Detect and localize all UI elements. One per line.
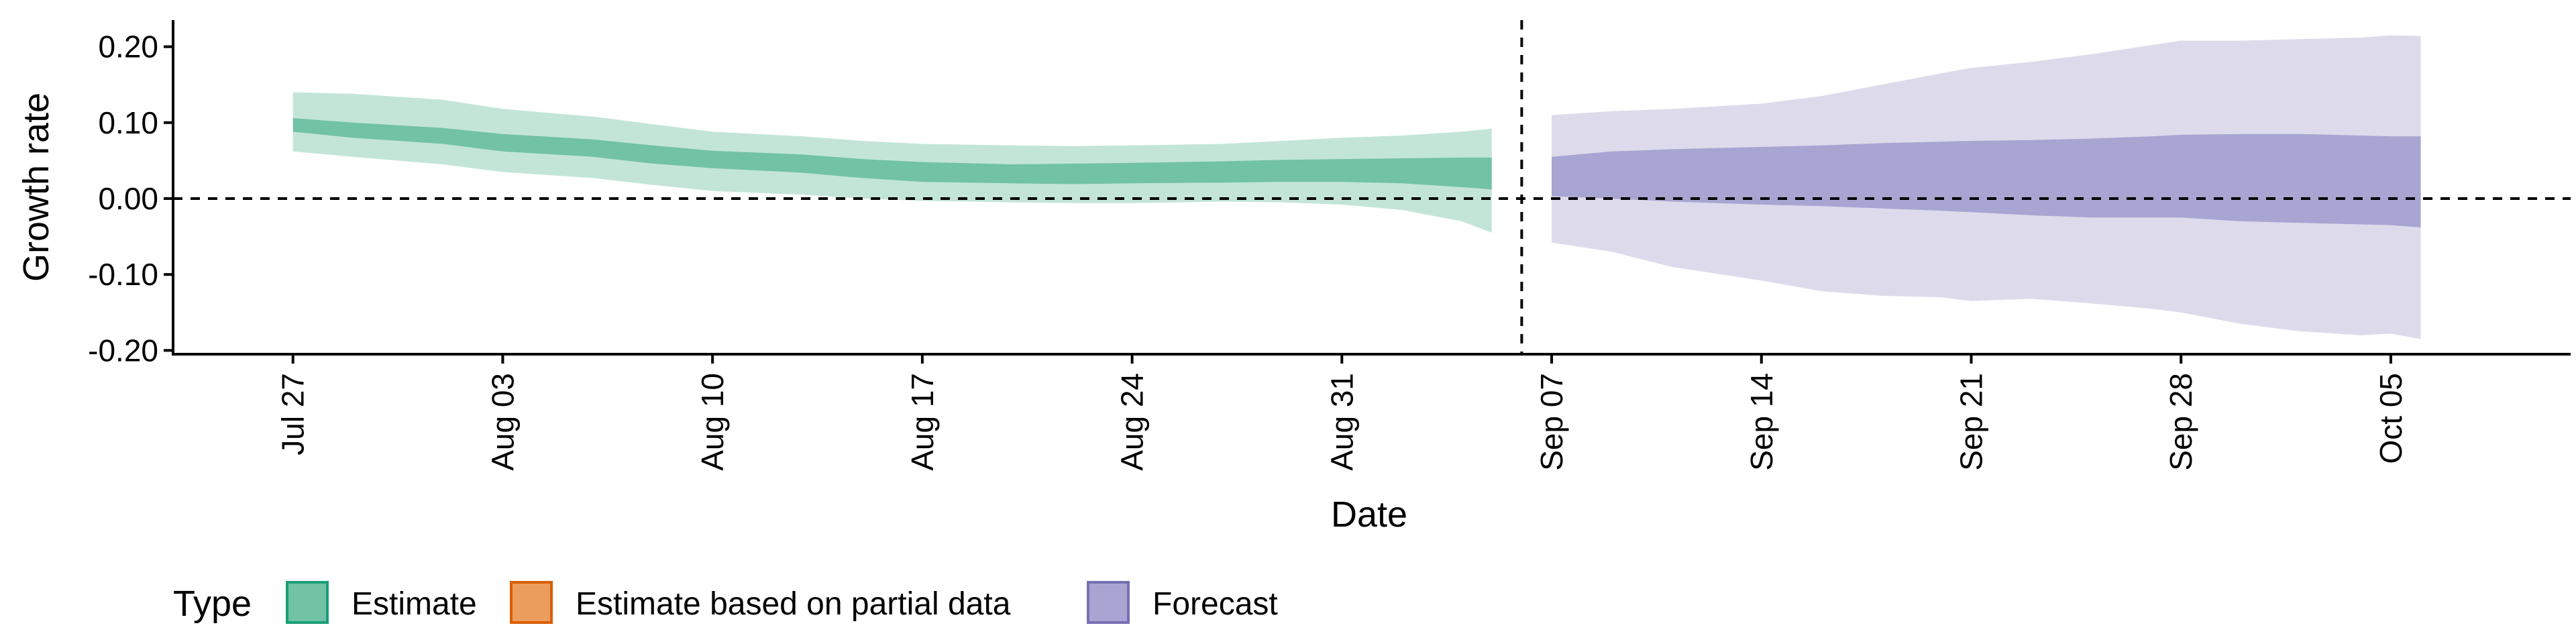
legend-label: Estimate — [352, 586, 477, 622]
legend-label: Estimate based on partial data — [576, 586, 1011, 622]
reference-lines — [173, 20, 2571, 354]
y-tick-label: 0.10 — [98, 105, 158, 140]
x-tick-label: Sep 21 — [1954, 373, 1989, 471]
x-tick-label: Aug 31 — [1324, 373, 1359, 471]
x-tick-label: Sep 28 — [2163, 373, 2198, 471]
x-tick-label: Aug 03 — [485, 373, 520, 471]
x-axis-title: Date — [1331, 494, 1407, 535]
x-tick-label: Oct 05 — [2373, 373, 2408, 464]
legend-key — [510, 581, 553, 624]
x-tick-label: Sep 07 — [1534, 373, 1569, 471]
y-tick-label: -0.20 — [88, 333, 158, 368]
y-tick-label: 0.20 — [98, 30, 158, 64]
legend-key — [286, 581, 329, 624]
x-tick-label: Jul 27 — [276, 373, 311, 455]
x-tick-label: Sep 14 — [1744, 373, 1779, 471]
axes: 0.20 0.10 0.00 -0.10 -0.20 Jul 27 Aug 03 Aug 10… — [88, 20, 2571, 471]
x-tick-label: Aug 24 — [1115, 373, 1150, 471]
x-tick-label: Aug 10 — [695, 373, 730, 471]
estimate-inner-band — [292, 118, 1492, 190]
y-axis-title: Growth rate — [16, 93, 56, 282]
y-tick-label: 0.00 — [98, 181, 158, 216]
x-tick-label: Aug 17 — [905, 373, 940, 471]
legend-key — [1087, 581, 1130, 624]
legend: Type Estimate Estimate based on partial d… — [173, 581, 1278, 624]
series-bands — [292, 35, 2421, 339]
y-tick-label: -0.10 — [88, 257, 158, 292]
legend-title: Type — [173, 584, 252, 624]
legend-label: Forecast — [1152, 586, 1278, 622]
forecast-inner-band — [1552, 133, 2421, 227]
